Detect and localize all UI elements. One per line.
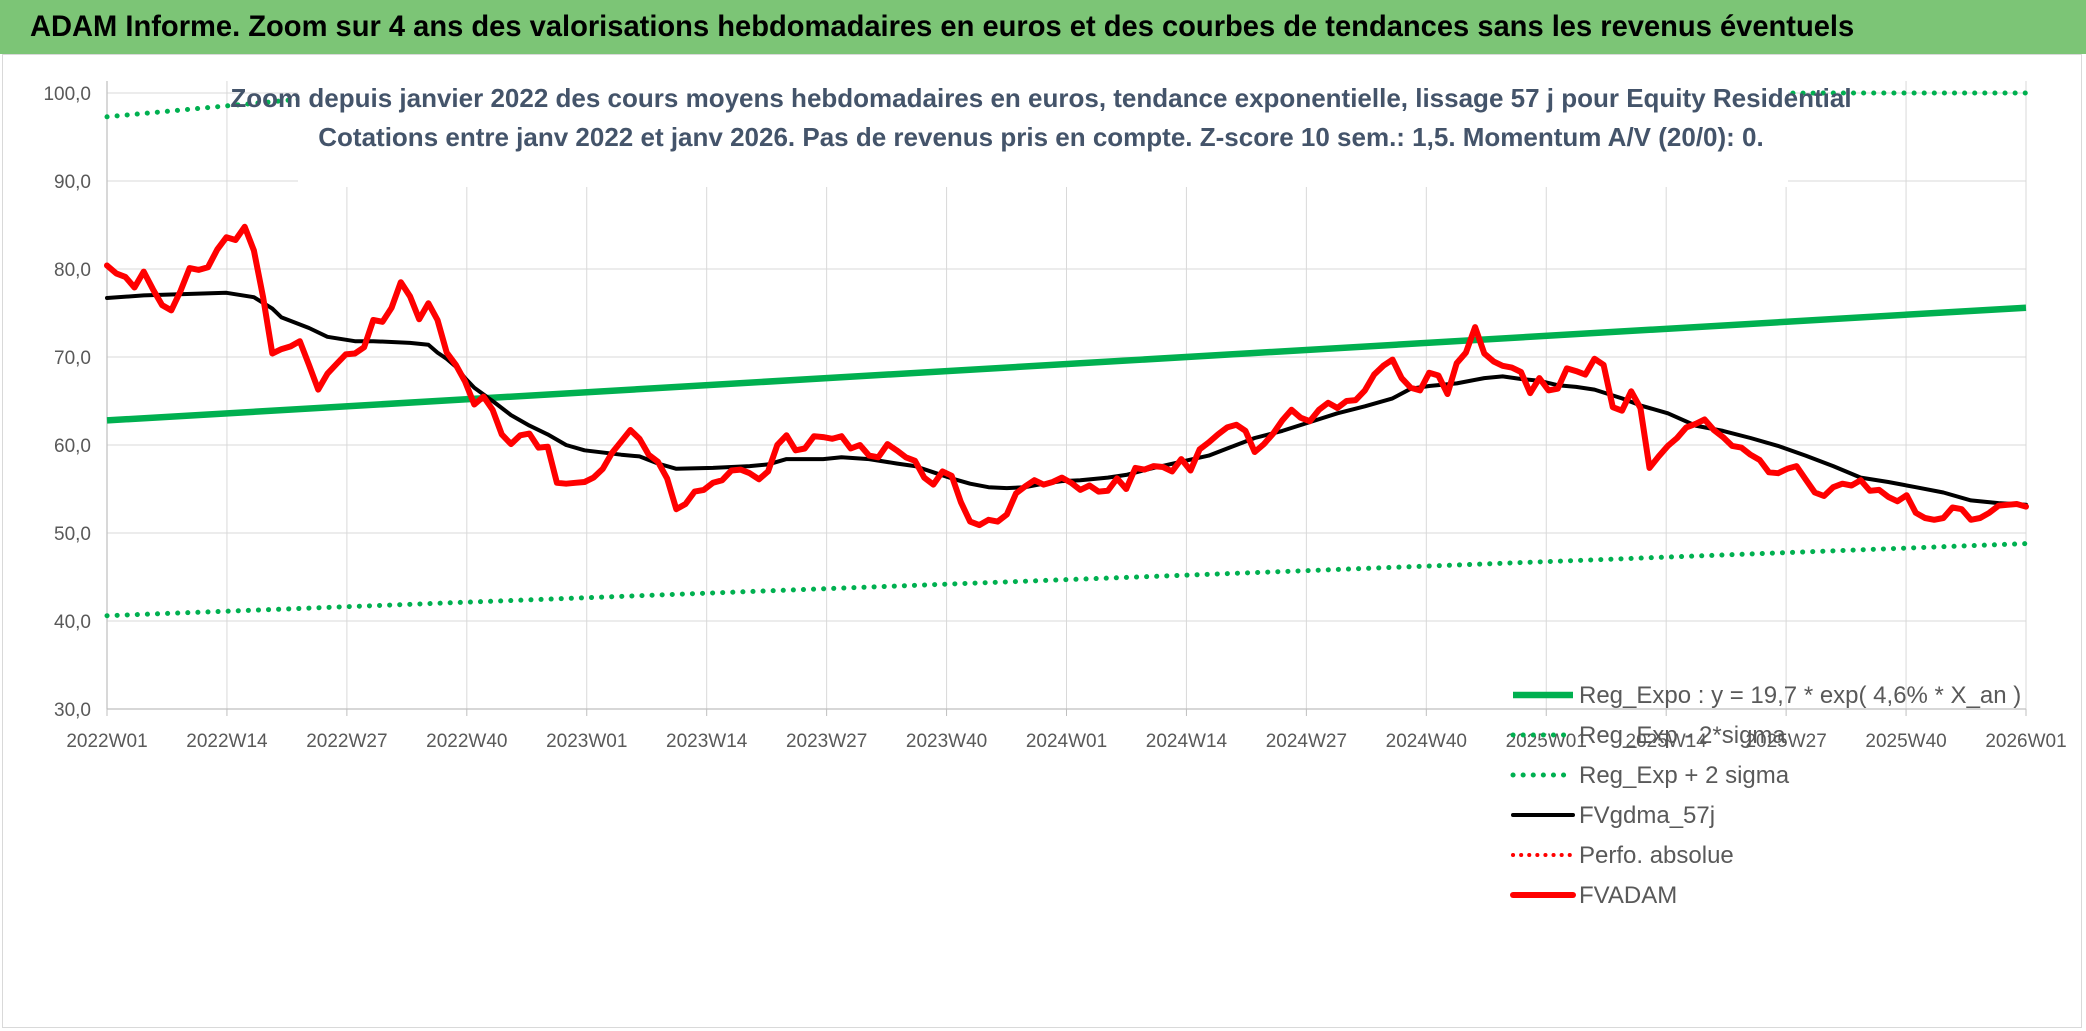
fvgdma-57j-line	[105, 290, 2028, 507]
chart-area: 30,0 40,0 50,0 60,0 70,0 80,0 90,0 100,0 2022W01…	[2, 54, 2082, 1028]
y-tick-label: 50,0	[54, 524, 91, 545]
legend-label: Reg_Exp + 2 sigma	[1579, 762, 1790, 789]
legend-label: Reg_Expo : y = 19,7 * exp( 4,6% * X_an )	[1579, 682, 2021, 709]
y-tick-label: 90,0	[54, 172, 91, 193]
x-tick-label: 2022W01	[66, 731, 147, 752]
x-tick-label: 2024W14	[1146, 731, 1228, 752]
x-tick-label: 2025W01	[1506, 731, 1587, 752]
chart-canvas: 30,0 40,0 50,0 60,0 70,0 80,0 90,0 100,0 2022W01…	[43, 77, 2067, 909]
legend: Reg_Expo : y = 19,7 * exp( 4,6% * X_an )…	[1510, 682, 2021, 909]
y-tick-label: 70,0	[54, 348, 91, 369]
x-tick-label: 2022W27	[306, 731, 387, 752]
axes: 30,0 40,0 50,0 60,0 70,0 80,0 90,0 100,0 2022W01…	[43, 81, 2067, 752]
y-tick-label: 100,0	[43, 84, 91, 105]
x-tick-label: 2025W14	[1626, 731, 1708, 752]
x-tick-label: 2022W40	[426, 731, 507, 752]
legend-label: FVgdma_57j	[1579, 802, 1715, 829]
reg-expo-line	[106, 304, 2027, 424]
chart-title: Zoom depuis janvier 2022 des cours moyen…	[230, 83, 1851, 113]
y-tick-label: 40,0	[54, 612, 91, 633]
legend-label: Reg_Exp - 2*sigma	[1579, 722, 1786, 749]
x-tick-label: 2023W14	[666, 731, 748, 752]
chart-titles: Zoom depuis janvier 2022 des cours moyen…	[230, 77, 1852, 187]
x-tick-label: 2022W14	[186, 731, 268, 752]
x-tick-label: 2023W27	[786, 731, 867, 752]
x-tick-label: 2025W27	[1745, 731, 1826, 752]
chart-subtitle: Cotations entre janv 2022 et janv 2026. …	[318, 122, 1763, 152]
reg-exp-minus-2sigma-line	[104, 541, 2029, 619]
legend-label: Perfo. absolue	[1579, 842, 1734, 869]
x-tick-label: 2024W01	[1026, 731, 1107, 752]
header-banner: ADAM Informe. Zoom sur 4 ans des valoris…	[0, 0, 2086, 54]
title-backdrop	[298, 77, 1788, 187]
legend-label: FVADAM	[1579, 882, 1677, 909]
y-tick-label: 30,0	[54, 700, 91, 721]
x-tick-label: 2024W40	[1386, 731, 1467, 752]
x-tick-label: 2023W01	[546, 731, 627, 752]
x-tick-label: 2024W27	[1266, 731, 1347, 752]
y-tick-label: 60,0	[54, 436, 91, 457]
x-tick-label: 2023W40	[906, 731, 987, 752]
banner-title: ADAM Informe. Zoom sur 4 ans des valoris…	[30, 10, 1855, 43]
fvadam-line	[104, 223, 2029, 529]
y-tick-label: 80,0	[54, 260, 91, 281]
x-tick-label: 2026W01	[1985, 731, 2066, 752]
x-tick-label: 2025W40	[1865, 731, 1946, 752]
